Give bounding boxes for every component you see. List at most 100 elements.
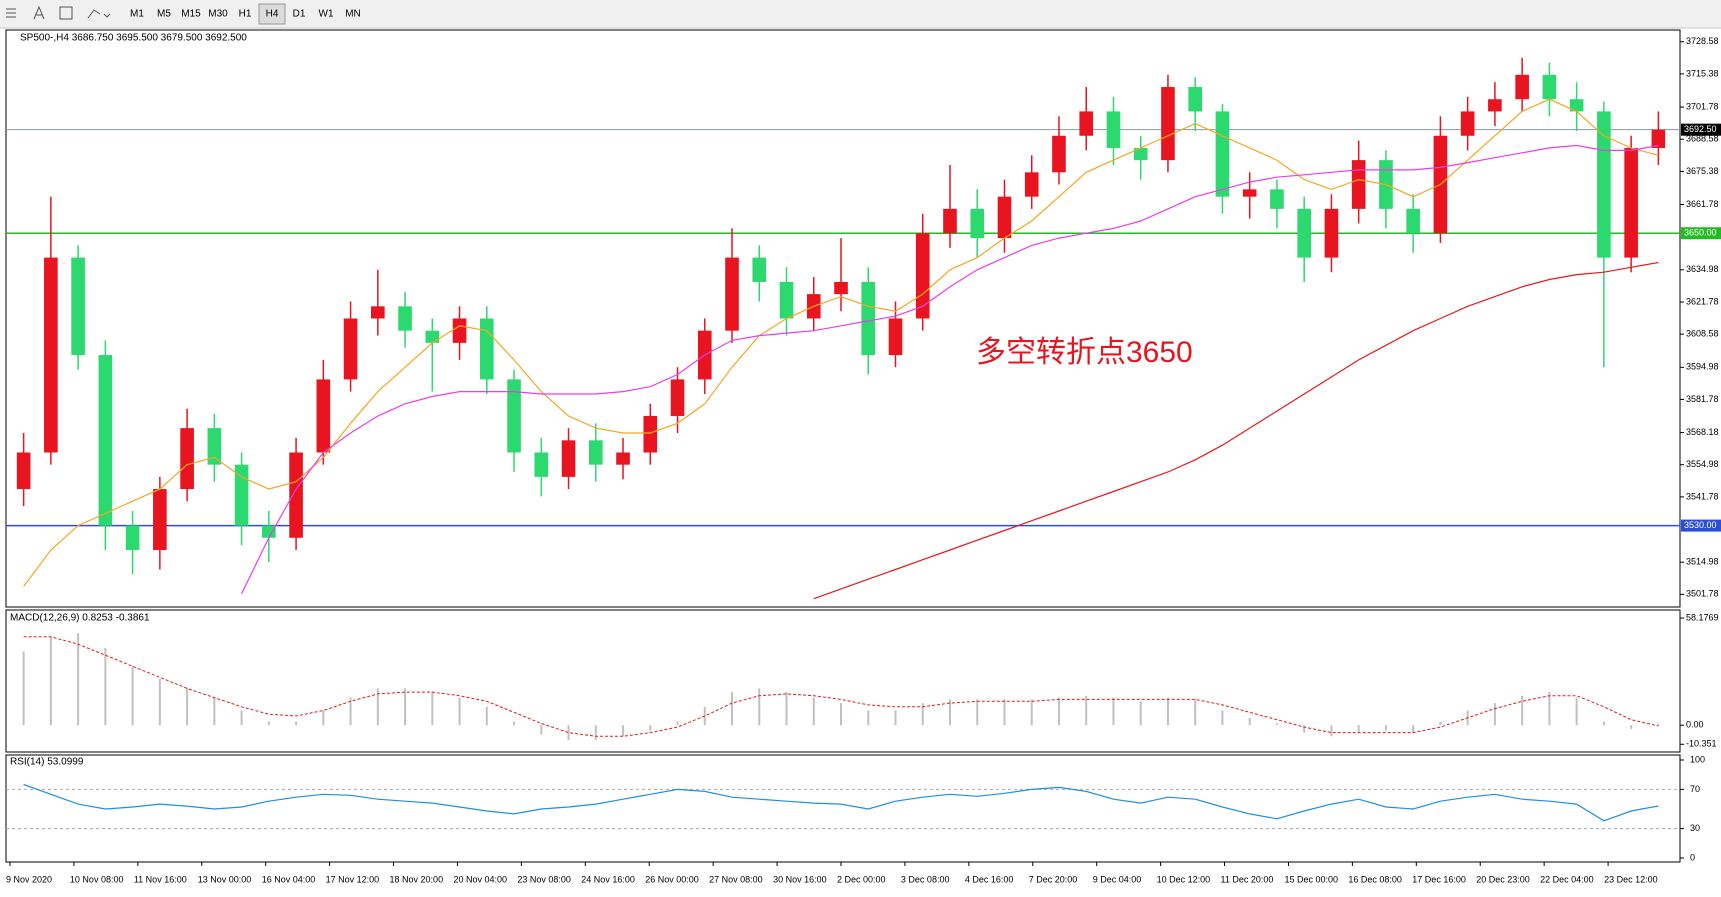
icon-label[interactable] — [59, 6, 73, 20]
timeframe-button[interactable] — [258, 3, 286, 25]
candle-body — [534, 452, 549, 477]
y-tick-label: 3541.78 — [1686, 491, 1719, 501]
icon-arrows[interactable] — [87, 9, 111, 19]
candle-body — [1406, 208, 1420, 234]
timeframe-label[interactable]: H1 — [239, 9, 252, 20]
macd-bar — [49, 636, 52, 726]
macd-bar — [1275, 723, 1278, 726]
macd-tick-label: 58.1769 — [1686, 612, 1719, 622]
level-tag — [1681, 123, 1721, 136]
macd-bar — [976, 699, 979, 726]
macd-bar — [622, 725, 625, 737]
macd-panel — [5, 609, 1681, 753]
y-tick-label: 3675.38 — [1686, 166, 1719, 176]
macd-bar — [567, 725, 570, 740]
macd-bar — [785, 692, 788, 726]
x-tick-label: 11 Nov 16:00 — [134, 874, 187, 884]
rsi-tick-label: 0 — [1690, 852, 1695, 862]
candle-body — [371, 306, 385, 319]
candle-body — [1542, 74, 1557, 100]
macd-bar — [349, 697, 352, 726]
macd-bar — [1657, 723, 1660, 726]
icon-text[interactable] — [33, 5, 45, 20]
candle-body — [1024, 172, 1039, 197]
x-tick-label: 13 Nov 00:00 — [198, 874, 252, 884]
macd-bar — [1602, 721, 1605, 726]
toolbar-icons — [6, 5, 111, 20]
candle-body — [725, 257, 739, 331]
moving-average — [241, 144, 1659, 595]
y-tick-label: 3688.58 — [1686, 134, 1719, 144]
x-tick-label: 27 Nov 08:00 — [709, 874, 763, 884]
x-tick-label: 20 Nov 04:00 — [453, 874, 507, 884]
macd-bar — [404, 688, 407, 726]
candle-body — [71, 257, 85, 356]
timeframe-label[interactable]: M5 — [157, 9, 171, 20]
x-tick-label: 16 Nov 04:00 — [262, 874, 316, 884]
y-tick-label: 3514.98 — [1686, 557, 1719, 567]
y-tick-label: 3501.78 — [1686, 589, 1719, 599]
macd-bar — [948, 699, 951, 726]
y-tick-label: 3594.98 — [1686, 362, 1719, 372]
timeframe-label[interactable]: M1 — [130, 9, 144, 20]
candle-body — [125, 525, 140, 550]
candle-body — [834, 281, 848, 295]
macd-bar — [1630, 725, 1633, 729]
macd-bar — [894, 710, 897, 726]
macd-bar — [1548, 692, 1551, 726]
macd-bar — [1112, 697, 1115, 726]
rsi-label: RSI(14) 53.0999 — [10, 757, 84, 768]
icon-lines[interactable] — [6, 8, 16, 18]
macd-bar — [1085, 695, 1088, 726]
timeframe-label[interactable]: MN — [345, 9, 361, 20]
macd-bar — [376, 688, 379, 726]
candle-body — [1351, 160, 1366, 209]
candle-body — [997, 196, 1012, 239]
x-tick-label: 24 Nov 16:00 — [581, 874, 635, 884]
candle-body — [316, 379, 331, 453]
y-tick-label: 3634.98 — [1686, 264, 1719, 274]
x-tick-label: 11 Dec 20:00 — [1221, 874, 1274, 884]
timeframe-label[interactable]: W1 — [319, 9, 334, 20]
macd-bar — [840, 703, 842, 726]
candle-body — [507, 379, 521, 453]
candle-body — [915, 233, 930, 319]
candle-body — [1651, 129, 1666, 148]
rsi-tick-label: 30 — [1690, 823, 1700, 833]
x-tick-label: 26 Nov 00:00 — [645, 874, 699, 884]
macd-bar — [186, 688, 189, 726]
macd-bar — [1303, 725, 1306, 733]
timeframe-label[interactable]: D1 — [293, 9, 306, 20]
y-tick-label: 3715.38 — [1686, 68, 1719, 78]
macd-bar — [104, 647, 107, 726]
candle-body — [1079, 111, 1094, 136]
candle-body — [943, 208, 957, 234]
macd-bar — [1003, 699, 1006, 726]
candle-body — [425, 330, 440, 343]
candle-body — [970, 208, 985, 239]
candle-body — [1270, 189, 1284, 209]
candle-body — [1052, 135, 1066, 173]
macd-bar — [431, 692, 434, 726]
candle-body — [98, 355, 113, 526]
candle-body — [1297, 208, 1311, 258]
y-tick-label: 3661.78 — [1686, 199, 1719, 209]
candle-body — [643, 415, 658, 453]
timeframe-label[interactable]: M30 — [208, 9, 228, 20]
candle-body — [1488, 99, 1502, 112]
y-tick-label: 3701.78 — [1686, 101, 1719, 111]
timeframe-label[interactable]: H4 — [266, 9, 279, 20]
candle-body — [616, 452, 630, 465]
candle-body — [561, 440, 576, 477]
candle-body — [479, 318, 494, 380]
macd-bar — [131, 666, 134, 726]
moving-average — [23, 98, 1659, 587]
macd-bar — [240, 710, 243, 726]
macd-bar — [1521, 695, 1524, 726]
timeframe-label[interactable]: M15 — [181, 9, 201, 20]
macd-bar — [458, 697, 461, 726]
candle-body — [1242, 189, 1257, 197]
candle-body — [1515, 74, 1529, 100]
candle-body — [1569, 99, 1584, 112]
